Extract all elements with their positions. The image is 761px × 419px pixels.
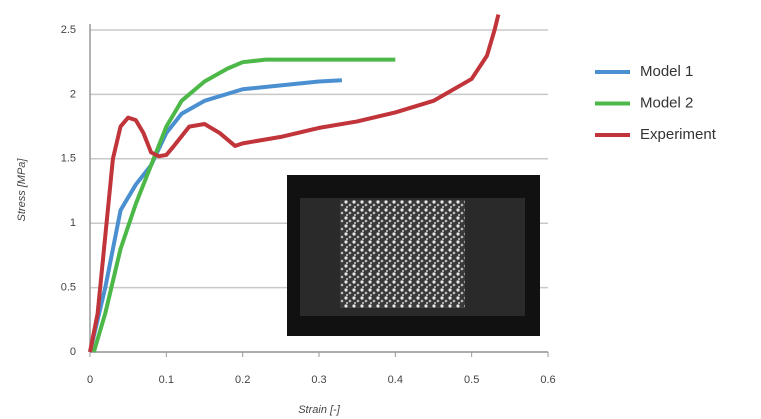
y-tick-label: 1.5 <box>61 153 76 165</box>
y-tick-label: 2.5 <box>61 24 76 36</box>
y-tick-label: 1 <box>70 217 76 229</box>
x-tick-label: 0.6 <box>540 374 555 386</box>
y-axis-label: Stress [MPa] <box>16 158 28 222</box>
legend-label: Experiment <box>640 126 717 143</box>
x-tick-label: 0.2 <box>235 374 250 386</box>
x-tick-label: 0.5 <box>464 374 479 386</box>
x-tick-label: 0.1 <box>159 374 174 386</box>
y-tick-label: 0 <box>70 346 76 358</box>
x-tick-label: 0 <box>87 374 93 386</box>
x-tick-label: 0.4 <box>388 374 403 386</box>
legend-label: Model 1 <box>640 63 693 80</box>
inset-photo <box>287 175 540 336</box>
x-axis-label: Strain [-] <box>298 404 341 416</box>
chart: Stress [MPa] Strain [-] 0 0.5 1 1.5 2 2.5 0 0.1… <box>0 0 761 419</box>
legend-label: Model 2 <box>640 94 693 111</box>
y-tick-label: 0.5 <box>61 282 76 294</box>
x-tick-label: 0.3 <box>311 374 326 386</box>
y-tick-label: 2 <box>70 88 76 100</box>
